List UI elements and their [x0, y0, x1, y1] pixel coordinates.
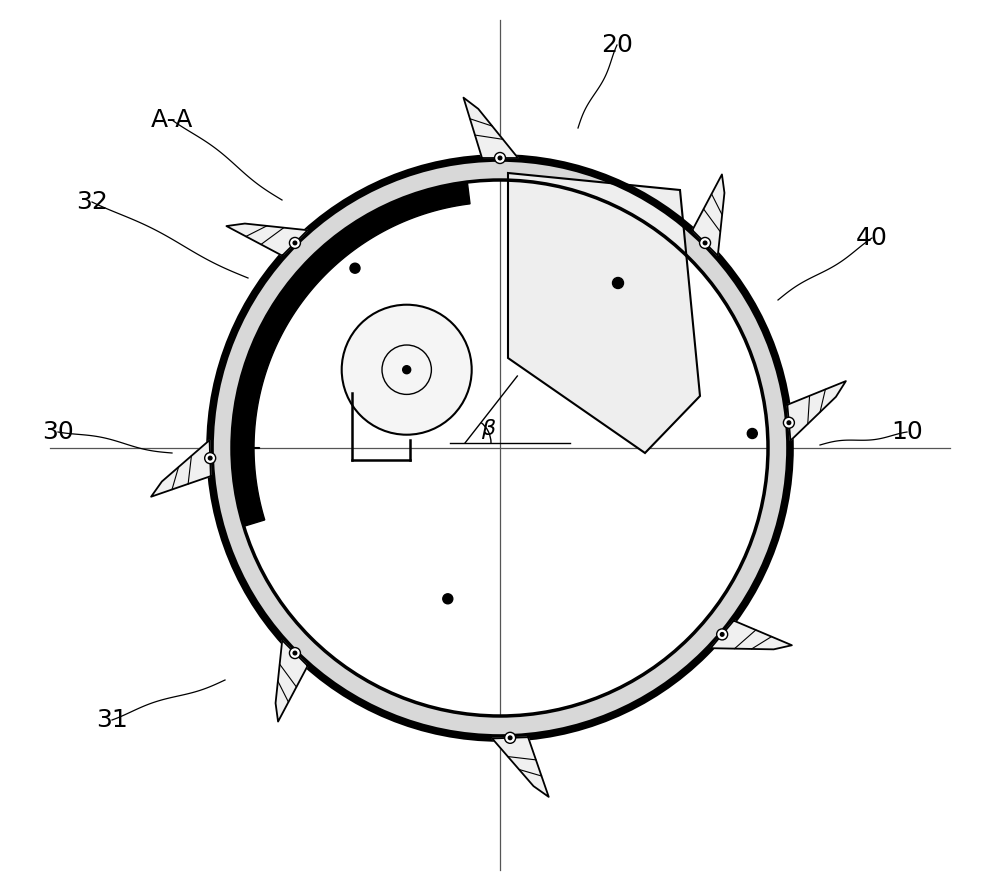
Polygon shape [463, 98, 518, 158]
Polygon shape [787, 381, 846, 441]
Circle shape [783, 417, 794, 428]
Circle shape [508, 736, 512, 740]
Text: 30: 30 [42, 420, 74, 444]
Text: 32: 32 [76, 190, 108, 214]
Circle shape [350, 263, 360, 273]
Circle shape [498, 157, 502, 160]
Polygon shape [233, 183, 470, 526]
Circle shape [342, 304, 472, 434]
Text: 20: 20 [601, 33, 633, 57]
Polygon shape [492, 737, 549, 797]
Polygon shape [210, 158, 790, 738]
Circle shape [703, 241, 707, 245]
Text: $\beta$: $\beta$ [481, 417, 497, 441]
Circle shape [747, 428, 757, 439]
Text: 31: 31 [96, 708, 128, 732]
Polygon shape [508, 173, 700, 453]
Circle shape [293, 651, 297, 655]
Text: 40: 40 [856, 226, 888, 250]
Text: A-A: A-A [151, 108, 193, 132]
Circle shape [293, 241, 297, 245]
Polygon shape [276, 640, 308, 722]
Text: 10: 10 [891, 420, 923, 444]
Polygon shape [692, 174, 724, 255]
Circle shape [717, 629, 728, 640]
Circle shape [720, 633, 724, 636]
Circle shape [289, 648, 300, 659]
Circle shape [289, 238, 300, 248]
Polygon shape [151, 441, 211, 497]
Circle shape [205, 453, 216, 464]
Circle shape [208, 457, 212, 460]
Polygon shape [226, 223, 308, 255]
Circle shape [700, 238, 711, 248]
Circle shape [612, 278, 624, 288]
Polygon shape [711, 620, 792, 650]
Circle shape [443, 594, 453, 603]
Circle shape [494, 152, 506, 164]
Circle shape [787, 421, 791, 425]
Circle shape [403, 366, 411, 374]
Circle shape [505, 732, 516, 743]
